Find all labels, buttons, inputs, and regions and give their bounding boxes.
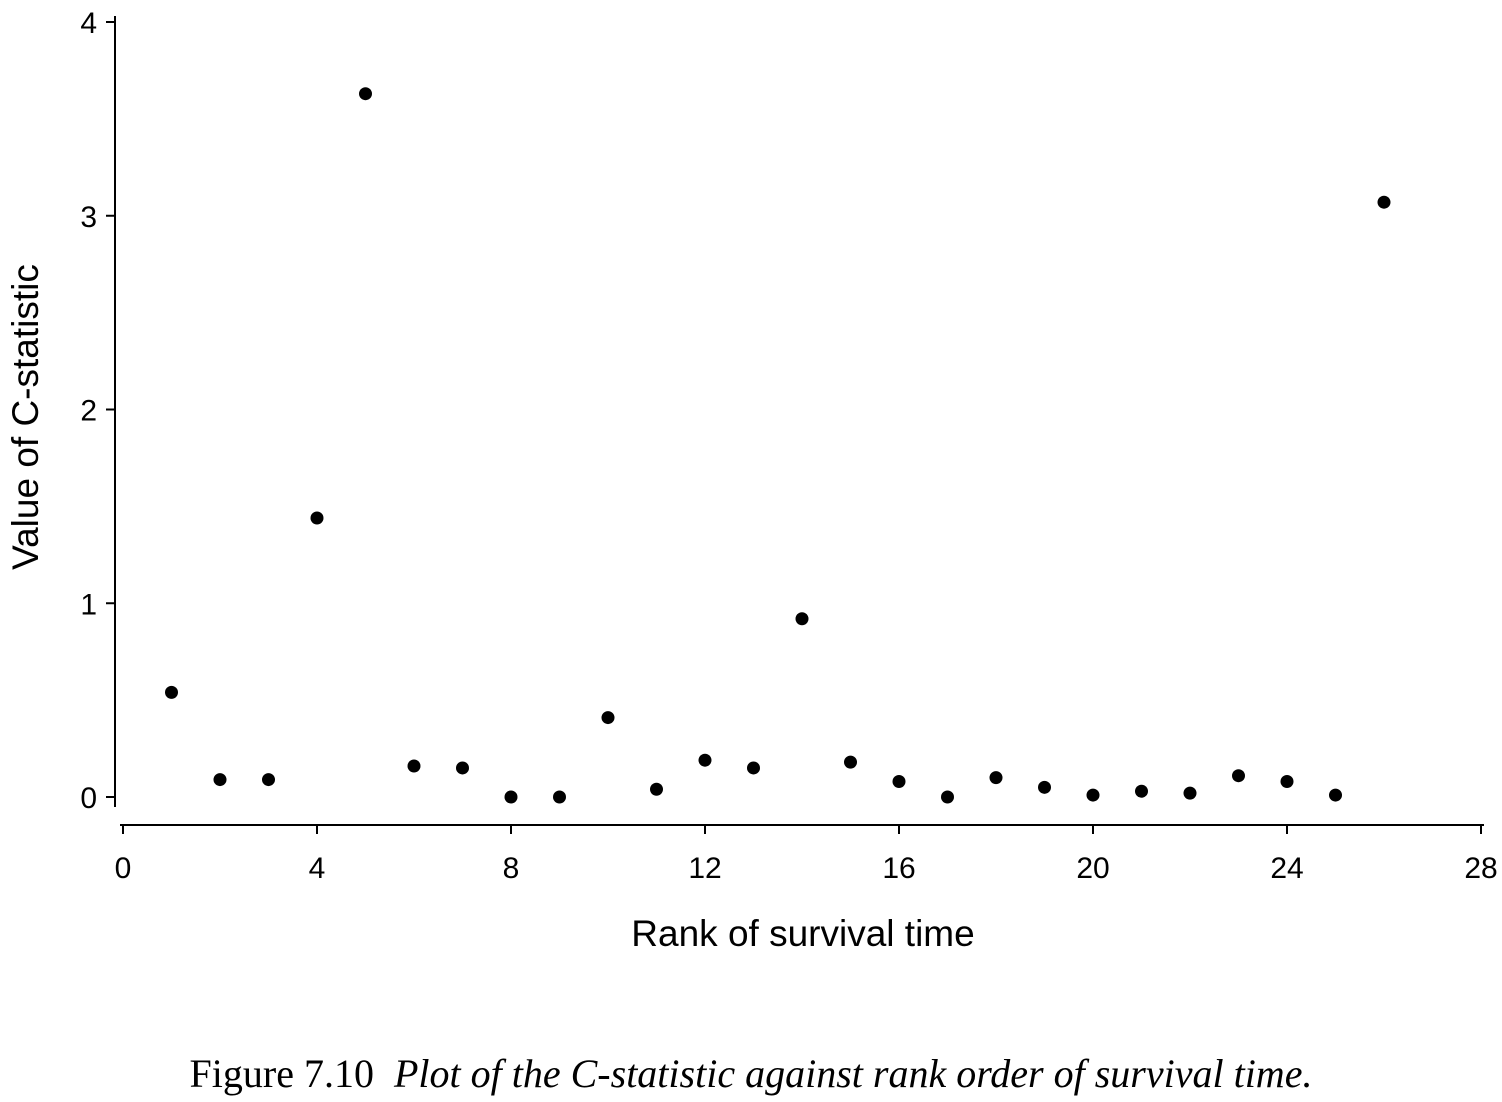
caption-text: Plot of the C-statistic against rank ord… bbox=[393, 1051, 1313, 1096]
data-point bbox=[747, 761, 760, 775]
y-tick-label: 3 bbox=[80, 201, 97, 234]
y-tick-label: 1 bbox=[80, 588, 97, 621]
data-point bbox=[1183, 786, 1197, 800]
caption-label: Figure 7.10 bbox=[189, 1051, 374, 1096]
y-axis-title: Value of C-statistic bbox=[5, 264, 46, 570]
data-point bbox=[359, 87, 372, 101]
x-tick-label: 12 bbox=[688, 852, 721, 885]
x-tick-label: 0 bbox=[115, 852, 132, 885]
x-tick-label: 28 bbox=[1464, 852, 1497, 885]
data-point bbox=[1329, 788, 1342, 802]
data-point bbox=[1377, 195, 1391, 209]
data-point bbox=[1086, 788, 1100, 802]
data-point bbox=[650, 782, 663, 796]
x-tick-label: 4 bbox=[309, 852, 326, 885]
data-point bbox=[262, 773, 275, 787]
x-tick-label: 24 bbox=[1270, 852, 1303, 885]
data-point bbox=[941, 790, 954, 804]
data-point bbox=[504, 790, 518, 804]
data-point bbox=[553, 790, 566, 804]
y-tick-label: 2 bbox=[80, 395, 97, 428]
data-point bbox=[1038, 780, 1051, 794]
y-tick-label: 0 bbox=[80, 782, 97, 815]
data-point bbox=[165, 685, 178, 699]
x-tick-label: 16 bbox=[882, 852, 915, 885]
data-point bbox=[601, 711, 615, 725]
x-tick-label: 20 bbox=[1076, 852, 1109, 885]
data-point bbox=[844, 755, 857, 769]
data-point bbox=[1135, 784, 1148, 798]
data-point bbox=[1280, 775, 1294, 788]
data-point bbox=[1232, 769, 1245, 783]
data-point bbox=[698, 753, 712, 767]
x-axis-title: Rank of survival time bbox=[631, 913, 974, 954]
data-point bbox=[456, 761, 469, 775]
data-point bbox=[892, 775, 906, 788]
data-point bbox=[407, 759, 421, 773]
data-point bbox=[989, 771, 1003, 785]
figure-caption: Figure 7.10 Plot of the C-statistic agai… bbox=[0, 1050, 1502, 1097]
x-tick-label: 8 bbox=[503, 852, 520, 885]
y-tick-label: 4 bbox=[80, 7, 97, 40]
data-point bbox=[795, 612, 809, 626]
data-point bbox=[213, 773, 227, 787]
data-points bbox=[165, 87, 1391, 804]
data-point bbox=[310, 511, 324, 525]
